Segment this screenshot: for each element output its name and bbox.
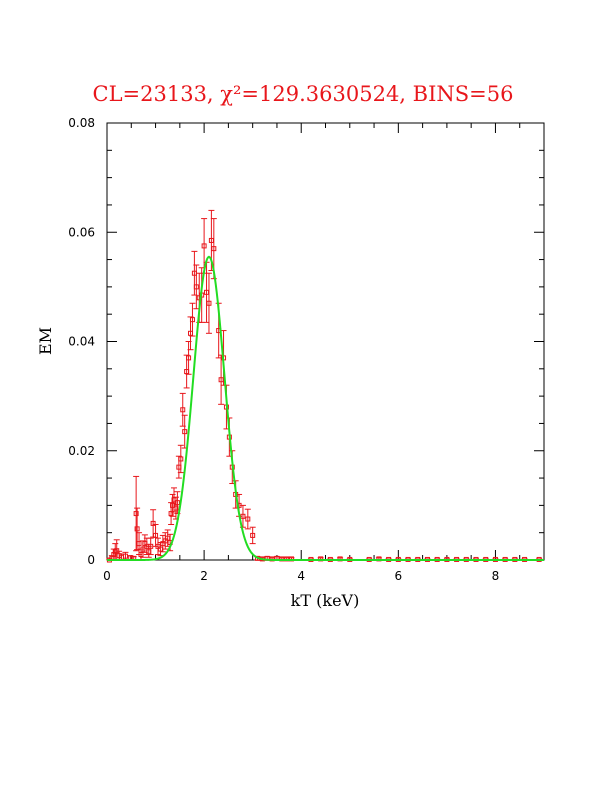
- data-point: [136, 541, 142, 547]
- data-point: [211, 246, 217, 252]
- data-point: [122, 553, 128, 559]
- data-point: [178, 456, 184, 462]
- y-tick-label: 0: [87, 553, 95, 567]
- data-point: [146, 549, 152, 555]
- data-point: [114, 548, 120, 554]
- x-axis-label: kT (keV): [291, 591, 360, 610]
- y-tick-label: 0.04: [68, 335, 95, 349]
- y-tick-label: 0.02: [68, 444, 95, 458]
- data-point: [153, 532, 159, 538]
- x-tick-label: 2: [200, 569, 208, 583]
- data-point: [201, 243, 207, 249]
- data-point: [150, 520, 156, 526]
- data-point: [193, 284, 199, 290]
- data-point: [250, 532, 256, 538]
- data-point: [218, 377, 224, 383]
- data-point: [173, 505, 179, 511]
- data-point: [111, 552, 117, 558]
- chart-title: CL=23133, χ²=129.3630524, BINS=56: [93, 82, 514, 106]
- data-point: [186, 355, 192, 361]
- data-point: [184, 369, 190, 375]
- data-point: [182, 429, 188, 435]
- data-point: [148, 543, 154, 549]
- data-point: [134, 526, 140, 532]
- data-point: [188, 330, 194, 336]
- tick-labels: 0 2 4 6 8 0 0.02 0.04 0.06 0.08: [68, 116, 499, 583]
- data-point: [189, 317, 195, 323]
- y-tick-label: 0.08: [68, 116, 95, 130]
- data-point: [176, 464, 182, 470]
- data-point: [171, 497, 177, 503]
- data-point: [138, 552, 144, 558]
- data-point: [191, 270, 197, 276]
- x-tick-label: 4: [297, 569, 305, 583]
- x-tick-label: 8: [492, 569, 500, 583]
- data-point: [174, 500, 180, 506]
- data-point: [133, 511, 139, 517]
- axis-ticks: [106, 122, 545, 561]
- y-tick-label: 0.06: [68, 225, 95, 239]
- data-point: [206, 300, 212, 306]
- data-point: [208, 237, 214, 243]
- fit-curve: [107, 255, 544, 561]
- data-point: [170, 502, 176, 508]
- data-point: [157, 546, 163, 552]
- data-point: [112, 549, 118, 555]
- x-tick-label: 6: [395, 569, 403, 583]
- data-point: [204, 289, 210, 295]
- y-axis-label: EM: [36, 327, 55, 355]
- data-point: [245, 516, 251, 522]
- data-point: [168, 511, 174, 517]
- x-tick-label: 0: [103, 569, 111, 583]
- data-point: [240, 513, 246, 519]
- data-point: [180, 407, 186, 413]
- data-point: [140, 546, 146, 552]
